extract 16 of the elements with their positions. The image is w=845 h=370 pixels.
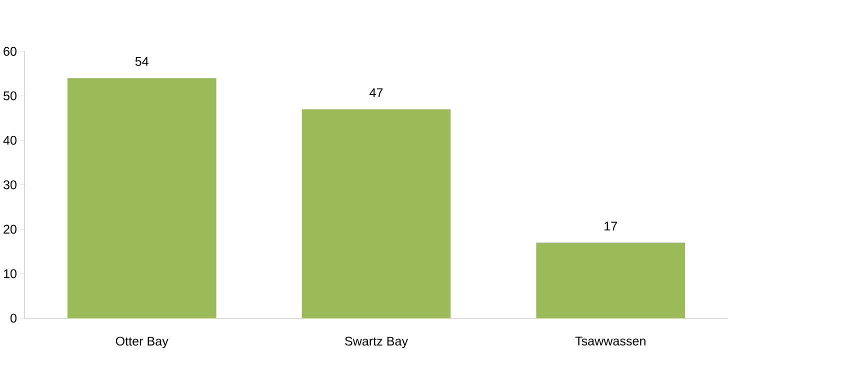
- y-tick-label: 50: [4, 92, 17, 101]
- bar: [536, 242, 686, 318]
- y-tick-label: 10: [4, 269, 17, 278]
- x-tick-label: Tsawwassen: [575, 336, 646, 346]
- data-label: 17: [604, 222, 617, 231]
- y-tick-label: 60: [4, 47, 17, 56]
- y-tick-label: 20: [4, 225, 17, 234]
- y-tick-label: 30: [3, 180, 17, 190]
- x-tick-label: Otter Bay: [116, 336, 168, 348]
- x-tick-label: Swartz Bay: [345, 336, 408, 348]
- bar: [302, 109, 451, 318]
- y-tick-label: 40: [3, 136, 17, 145]
- data-label: 47: [370, 88, 383, 98]
- y-tick-label: 0: [10, 314, 17, 323]
- data-label: 54: [135, 57, 148, 66]
- bar: [67, 78, 216, 318]
